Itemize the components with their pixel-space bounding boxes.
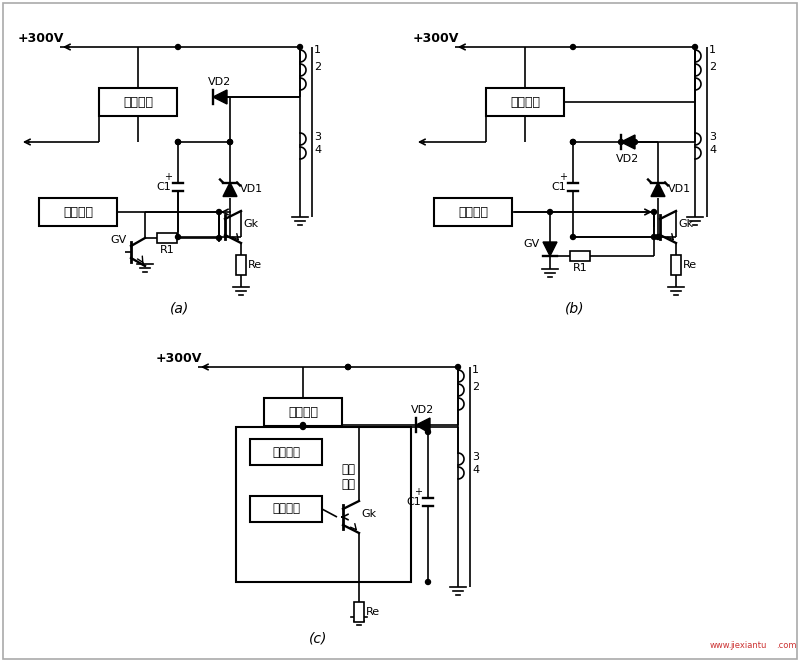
Circle shape (570, 140, 575, 144)
Text: C1: C1 (551, 182, 566, 192)
Polygon shape (213, 90, 227, 104)
Circle shape (570, 140, 575, 144)
Polygon shape (651, 183, 665, 197)
Circle shape (455, 365, 461, 369)
Text: +300V: +300V (156, 352, 202, 365)
Bar (99, 88, 177, 116)
Text: GV: GV (110, 235, 127, 245)
Text: .com: .com (776, 641, 797, 650)
Text: VD1: VD1 (668, 185, 691, 195)
Circle shape (651, 209, 657, 214)
Text: jiexiantu: jiexiantu (730, 641, 766, 650)
Polygon shape (223, 183, 237, 197)
Bar (236, 255, 246, 275)
Text: VD2: VD2 (208, 77, 232, 87)
Text: VD2: VD2 (616, 154, 640, 164)
Text: (b): (b) (566, 301, 585, 315)
Text: 3: 3 (709, 132, 716, 142)
Bar (354, 602, 364, 622)
Circle shape (217, 236, 222, 240)
Text: 保护电路: 保护电路 (272, 446, 300, 459)
Text: 1: 1 (472, 365, 479, 375)
Circle shape (426, 430, 430, 434)
Text: 4: 4 (709, 145, 716, 155)
Text: Gk: Gk (678, 219, 693, 229)
Text: (c): (c) (309, 631, 327, 645)
Circle shape (227, 140, 233, 144)
Text: +: + (414, 487, 422, 497)
Text: 振荚电路: 振荚电路 (272, 502, 300, 516)
Text: 3: 3 (314, 132, 321, 142)
Text: 振荚电路: 振荚电路 (63, 205, 93, 218)
Circle shape (346, 365, 350, 369)
Circle shape (227, 140, 233, 144)
Bar (250, 439, 322, 465)
Text: 2: 2 (314, 62, 321, 72)
Bar (570, 251, 590, 261)
Circle shape (426, 579, 430, 585)
Text: +300V: +300V (18, 32, 64, 45)
Circle shape (175, 140, 181, 144)
Circle shape (693, 44, 698, 50)
Circle shape (570, 234, 575, 240)
Polygon shape (621, 135, 635, 149)
Text: www.: www. (710, 641, 733, 650)
Text: Gk: Gk (243, 219, 258, 229)
Text: R1: R1 (160, 245, 174, 255)
Circle shape (217, 209, 222, 214)
Circle shape (618, 140, 623, 144)
Circle shape (301, 422, 306, 428)
Text: 启动电路: 启动电路 (123, 95, 153, 109)
Text: 启动电路: 启动电路 (510, 95, 540, 109)
Bar (486, 88, 564, 116)
Bar (434, 198, 512, 226)
Circle shape (298, 44, 302, 50)
Circle shape (175, 140, 181, 144)
Text: 4: 4 (314, 145, 321, 155)
Bar (157, 233, 177, 243)
Bar (250, 496, 322, 522)
Circle shape (655, 234, 661, 240)
Text: (a): (a) (170, 301, 190, 315)
Text: +: + (559, 172, 567, 182)
Text: VD2: VD2 (411, 405, 434, 415)
Text: 1: 1 (709, 45, 716, 55)
Text: 厉膜
电路: 厉膜 电路 (341, 463, 355, 491)
Text: Re: Re (248, 260, 262, 270)
Polygon shape (543, 242, 557, 256)
Circle shape (651, 234, 657, 240)
Text: 振荚电路: 振荚电路 (458, 205, 488, 218)
Text: GV: GV (524, 239, 540, 249)
Text: R1: R1 (573, 263, 587, 273)
Circle shape (633, 140, 638, 144)
Text: 2: 2 (709, 62, 716, 72)
Text: +: + (164, 172, 172, 182)
Text: VD1: VD1 (240, 185, 263, 195)
Text: +300V: +300V (413, 32, 459, 45)
Bar (264, 398, 342, 426)
Circle shape (301, 424, 306, 430)
Text: C1: C1 (156, 182, 171, 192)
Text: 2: 2 (472, 382, 479, 392)
Bar (236, 427, 411, 582)
Text: 3: 3 (472, 452, 479, 462)
Text: C1: C1 (406, 497, 421, 507)
Text: 1: 1 (314, 45, 321, 55)
Circle shape (547, 209, 553, 214)
Bar (671, 255, 681, 275)
Circle shape (570, 44, 575, 50)
Circle shape (175, 44, 181, 50)
Polygon shape (416, 418, 430, 432)
Text: 启动电路: 启动电路 (288, 406, 318, 418)
Text: Gk: Gk (361, 509, 376, 519)
Bar (39, 198, 117, 226)
Text: 4: 4 (472, 465, 479, 475)
Text: Re: Re (683, 260, 697, 270)
Circle shape (346, 365, 350, 369)
Circle shape (175, 234, 181, 240)
Text: Re: Re (366, 607, 380, 617)
